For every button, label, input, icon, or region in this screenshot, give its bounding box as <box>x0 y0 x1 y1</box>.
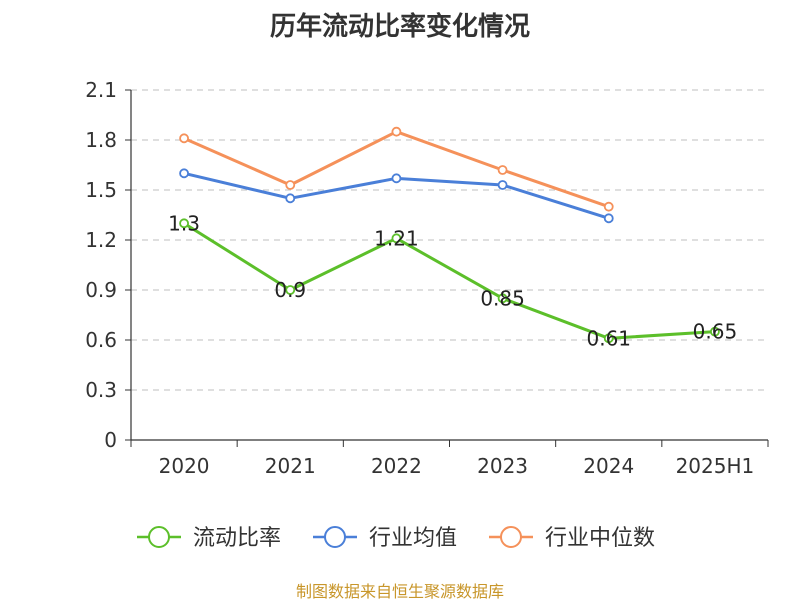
y-tick-label: 1.8 <box>85 128 117 152</box>
legend-label: 行业均值 <box>369 526 457 551</box>
data-point <box>710 326 720 337</box>
data-label: 1.21 <box>374 226 419 250</box>
data-label: 0.65 <box>693 320 738 344</box>
y-tick-label: 2.1 <box>85 78 117 102</box>
data-point <box>497 293 508 304</box>
legend-marker <box>500 526 522 548</box>
data-point <box>285 180 296 190</box>
legend-item-0[interactable]: 流动比率 <box>137 526 281 551</box>
data-point <box>179 133 189 144</box>
x-tick-label: 2020 <box>159 454 210 478</box>
data-point <box>497 165 508 175</box>
series-line-2 <box>183 130 610 209</box>
grid-lines <box>131 89 768 391</box>
data-point <box>391 126 402 137</box>
legend-marker <box>324 526 346 548</box>
x-tick-label: 2022 <box>371 454 422 478</box>
data-point <box>497 180 508 190</box>
data-label: 1.3 <box>168 211 200 235</box>
data-point <box>391 233 402 244</box>
y-tick-label: 0 <box>104 428 117 452</box>
x-tick-label: 2021 <box>265 454 316 478</box>
y-tick-label: 1.5 <box>85 178 117 202</box>
legend-item-1[interactable]: 行业均值 <box>313 526 457 551</box>
y-tick-label: 0.9 <box>85 278 117 302</box>
x-tick-label: 2024 <box>583 454 634 478</box>
data-point <box>179 218 189 229</box>
x-tick-label: 2023 <box>477 454 528 478</box>
legend-label: 行业中位数 <box>545 526 655 551</box>
data-point <box>391 173 402 184</box>
legend-label: 流动比率 <box>193 526 281 551</box>
data-point <box>285 193 296 204</box>
data-point <box>603 213 614 224</box>
data-label: 0.61 <box>586 326 631 350</box>
data-point <box>179 168 189 179</box>
series-layer: 1.3 0.9 1.21 0.85 0.61 0.65 <box>168 126 738 350</box>
data-point <box>603 333 614 344</box>
chart-title: 历年流动比率变化情况 <box>269 12 530 42</box>
data-source-note: 制图数据来自恒生聚源数据库 <box>295 582 504 601</box>
y-tick-label: 0.3 <box>85 378 117 402</box>
data-label: 0.9 <box>274 278 306 302</box>
x-tick-label: 2025H1 <box>676 454 755 478</box>
y-tick-label: 0.6 <box>85 328 117 352</box>
data-label: 0.85 <box>480 286 525 310</box>
data-point <box>285 285 296 295</box>
data-point <box>603 201 614 212</box>
legend-marker <box>148 526 170 548</box>
legend-item-2[interactable]: 行业中位数 <box>489 526 655 551</box>
legend[interactable]: 流动比率 行业均值 行业中位数 <box>137 526 655 551</box>
axes: 0 0.3 0.6 0.9 1.2 1.5 1.8 2.1 2020 2021 2022 2023 20… <box>85 78 769 478</box>
series-line-0 <box>183 222 716 340</box>
y-tick-label: 1.2 <box>85 228 117 252</box>
